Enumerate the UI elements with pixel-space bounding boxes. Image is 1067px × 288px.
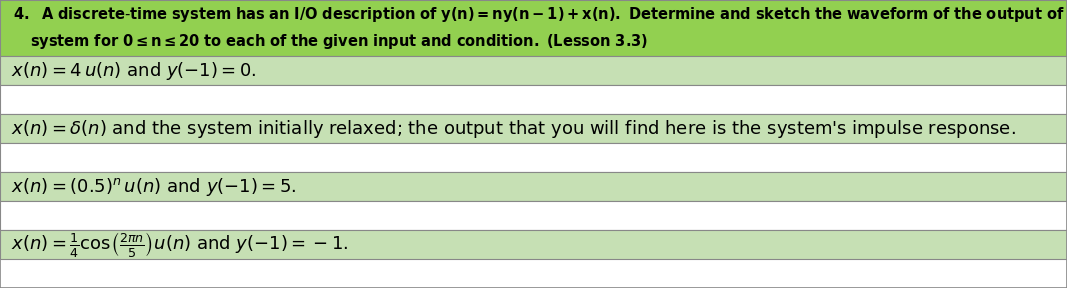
Bar xyxy=(0,143,1067,172)
Text: $x(n) = (0.5)^n\,u(n)$ and $y(-1) = 5.$: $x(n) = (0.5)^n\,u(n)$ and $y(-1) = 5.$ xyxy=(11,176,297,198)
Bar xyxy=(0,85,1067,114)
Text: $x(n) = \frac{1}{4}\cos\!\left(\frac{2\pi n}{5}\right)u(n)$ and $y(-1) = -1.$: $x(n) = \frac{1}{4}\cos\!\left(\frac{2\p… xyxy=(11,230,348,259)
Bar xyxy=(0,56,1067,85)
Bar xyxy=(0,201,1067,230)
Text: $\mathbf{system\ for\ }$$\mathbf{0 \leq n \leq 20}$$\mathbf{\ to\ each\ of\ the\: $\mathbf{system\ for\ }$$\mathbf{0 \leq … xyxy=(30,32,648,51)
Text: $x(n) = 4\,u(n)$ and $y(-1) = 0.$: $x(n) = 4\,u(n)$ and $y(-1) = 0.$ xyxy=(11,60,256,82)
Text: $x(n) = \delta(n)$ and the system initially relaxed; the output that you will fi: $x(n) = \delta(n)$ and the system initia… xyxy=(11,118,1016,140)
Bar xyxy=(0,172,1067,201)
Bar xyxy=(0,0,1067,56)
Bar xyxy=(0,114,1067,143)
Bar xyxy=(0,230,1067,259)
Text: $\mathbf{4.\ \ A\ discrete\text{-}time\ system\ has\ an\ I/O\ description\ of}$$: $\mathbf{4.\ \ A\ discrete\text{-}time\ … xyxy=(13,5,1067,24)
